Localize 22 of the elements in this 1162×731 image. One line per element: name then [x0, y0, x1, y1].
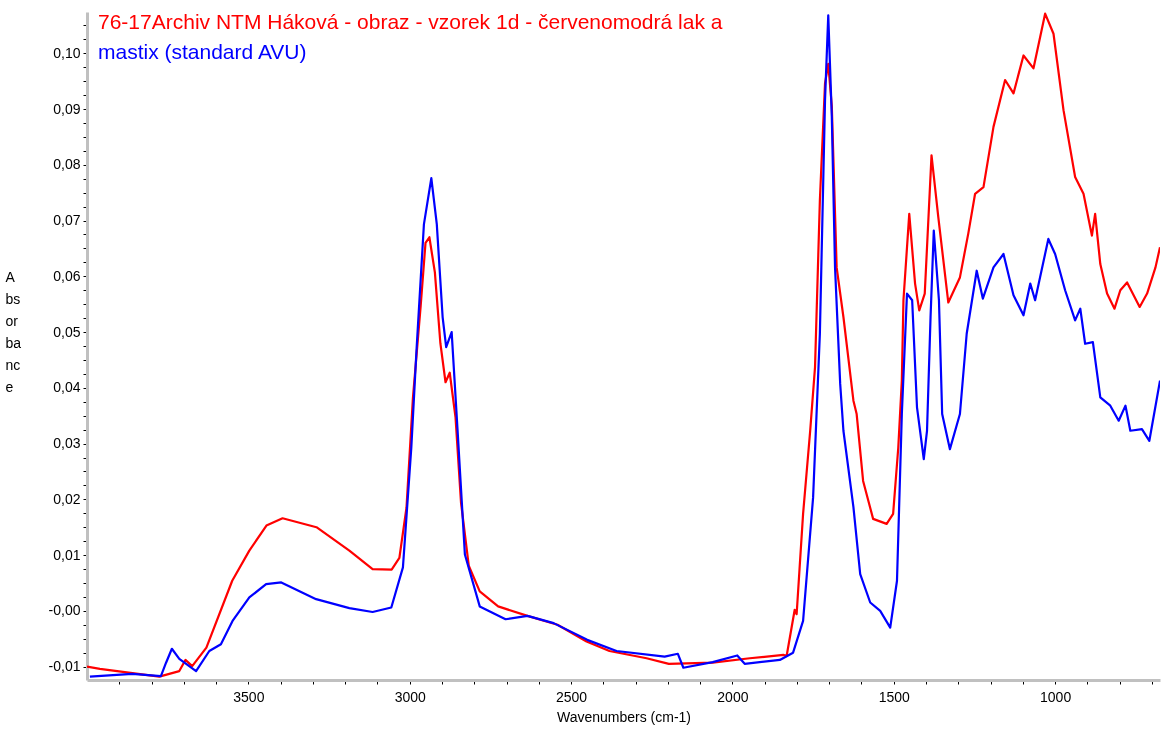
y-tick-label: 0,01	[53, 546, 81, 563]
y-tick-label: 0,05	[53, 323, 81, 340]
y-tick-label: 0,03	[53, 435, 81, 452]
x-axis-title: Wavenumbers (cm-1)	[556, 708, 692, 725]
text: 76-17Archiv NTM Háková - obraz - vzorek 1d - červenomodrá lak a	[98, 9, 723, 33]
y-tick-label: -0,00	[48, 602, 81, 619]
y-tick-label: 0,04	[53, 379, 81, 396]
y-tick-label: 0,02	[53, 490, 81, 507]
x-tick-label: 2000	[717, 688, 749, 705]
y-axis-title: Absorbance	[5, 268, 22, 395]
text: mastix (standard AVU)	[98, 39, 307, 63]
x-tick-label: 1500	[878, 688, 911, 705]
y-tick-label: 0,10	[53, 44, 81, 61]
y-tick-label: 0,09	[53, 100, 81, 117]
x-tick-label: 2500	[555, 688, 588, 705]
y-tick-label: -0,01	[48, 658, 81, 675]
x-tick-label: 1000	[1040, 688, 1072, 705]
y-tick-label: 0,06	[53, 267, 81, 284]
x-tick-label: 3000	[394, 688, 426, 705]
x-tick-label: 3500	[233, 688, 265, 705]
y-tick-label: 0,08	[53, 156, 81, 173]
y-tick-label: 0,07	[53, 212, 81, 229]
